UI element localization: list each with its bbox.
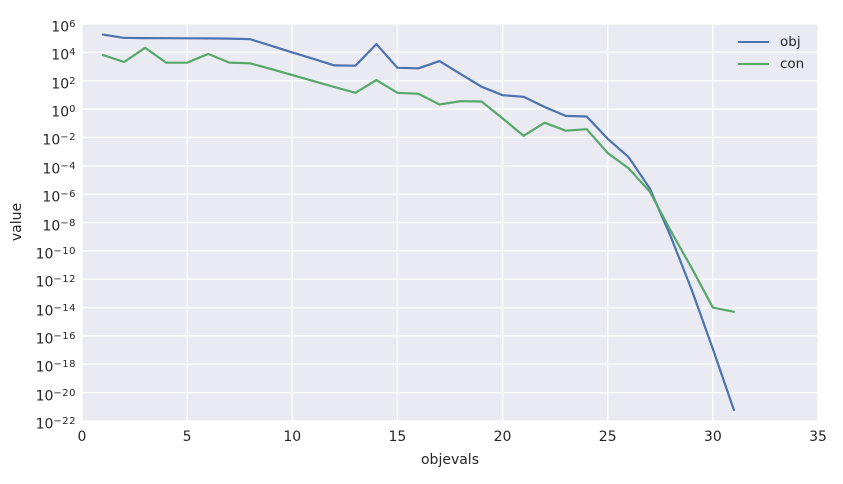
y-tick-label: 106 (51, 19, 76, 36)
x-tick-label: 10 (283, 429, 302, 445)
y-tick-label: 10−16 (35, 330, 76, 348)
legend-entry-con: con (738, 53, 807, 75)
y-tick-label: 10−22 (35, 416, 76, 433)
y-tick-label: 10−6 (42, 189, 76, 206)
legend-label: con (780, 56, 805, 72)
y-tick-label: 10−4 (42, 160, 76, 178)
y-tick-label: 10−10 (35, 245, 76, 263)
x-axis-label: objevals (420, 452, 480, 468)
legend-line-sample (738, 63, 769, 65)
plot-canvas (82, 24, 818, 421)
y-tick-label: 10−14 (35, 302, 76, 320)
y-tick-label: 10−20 (35, 387, 76, 405)
legend-entry-obj: obj (738, 31, 807, 53)
y-tick-label: 10−18 (35, 359, 76, 376)
series-line-obj (101, 33, 736, 412)
x-tick-label: 35 (809, 429, 827, 445)
x-tick-label: 20 (493, 429, 512, 445)
x-tick-label: 5 (182, 429, 192, 445)
x-tick-label: 15 (388, 429, 407, 445)
y-tick-label: 10−8 (42, 217, 76, 235)
legend-label: obj (780, 34, 801, 50)
x-tick-label: 30 (703, 429, 722, 445)
plot-area: obj con (82, 24, 818, 421)
y-tick-label: 10−12 (35, 274, 76, 291)
y-tick-label: 102 (51, 75, 76, 93)
legend: obj con (738, 31, 807, 75)
legend-line-sample (738, 41, 769, 43)
y-tick-label: 100 (51, 104, 76, 121)
y-tick-label: 104 (51, 47, 76, 64)
series-line-con (101, 46, 736, 313)
y-tick-label: 10−2 (42, 132, 76, 150)
x-tick-label: 0 (77, 429, 87, 445)
x-tick-label: 25 (598, 429, 617, 445)
